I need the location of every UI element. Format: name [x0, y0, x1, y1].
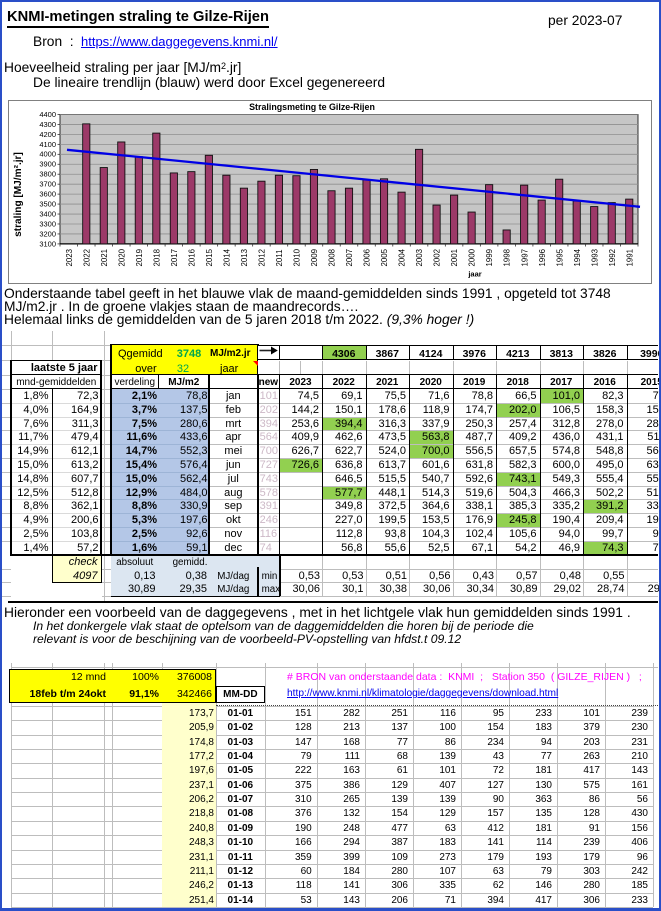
svg-text:4400: 4400: [39, 110, 56, 119]
svg-text:2023: 2023: [65, 248, 74, 266]
svg-text:2017: 2017: [170, 249, 179, 267]
svg-text:2021: 2021: [100, 249, 109, 267]
svg-text:1998: 1998: [503, 248, 512, 266]
svg-text:3700: 3700: [39, 180, 56, 189]
svg-text:2018: 2018: [152, 248, 161, 266]
svg-text:2004: 2004: [398, 248, 407, 266]
svg-text:straling [MJ/m².jr]: straling [MJ/m².jr]: [13, 152, 24, 237]
svg-text:2020: 2020: [117, 248, 126, 266]
svg-text:4300: 4300: [39, 120, 56, 129]
svg-text:1991: 1991: [625, 249, 634, 267]
svg-text:3400: 3400: [39, 209, 56, 218]
svg-text:1992: 1992: [608, 249, 617, 267]
svg-text:3900: 3900: [39, 160, 56, 169]
svg-text:1994: 1994: [573, 248, 582, 266]
svg-text:2006: 2006: [363, 248, 372, 266]
svg-text:3800: 3800: [39, 170, 56, 179]
svg-text:2003: 2003: [415, 248, 424, 266]
svg-text:2000: 2000: [468, 248, 477, 266]
svg-text:3600: 3600: [39, 190, 56, 199]
svg-text:2009: 2009: [310, 248, 319, 266]
svg-text:4100: 4100: [39, 140, 56, 149]
svg-text:2001: 2001: [450, 249, 459, 267]
svg-text:2005: 2005: [380, 248, 389, 266]
svg-text:jaar: jaar: [467, 270, 481, 279]
svg-text:2008: 2008: [328, 248, 337, 266]
svg-text:4000: 4000: [39, 150, 56, 159]
svg-text:1993: 1993: [590, 248, 599, 266]
svg-text:2011: 2011: [275, 250, 284, 267]
svg-text:2002: 2002: [433, 249, 442, 267]
svg-text:4200: 4200: [39, 130, 56, 139]
svg-text:1999: 1999: [485, 248, 494, 266]
svg-text:Stralingsmeting te Gilze-Rijen: Stralingsmeting te Gilze-Rijen: [249, 102, 375, 112]
svg-text:2013: 2013: [240, 248, 249, 266]
svg-text:3300: 3300: [39, 219, 56, 228]
svg-text:1997: 1997: [520, 249, 529, 267]
svg-text:1995: 1995: [555, 248, 564, 266]
svg-text:3500: 3500: [39, 199, 56, 208]
svg-text:1996: 1996: [538, 248, 547, 266]
svg-text:2019: 2019: [135, 248, 144, 266]
svg-text:2015: 2015: [205, 248, 214, 266]
svg-text:2010: 2010: [293, 248, 302, 266]
svg-text:2012: 2012: [258, 249, 267, 267]
svg-text:2022: 2022: [82, 249, 91, 267]
svg-text:2007: 2007: [345, 249, 354, 267]
svg-text:3100: 3100: [39, 239, 56, 248]
svg-text:3200: 3200: [39, 229, 56, 238]
svg-text:2014: 2014: [222, 248, 231, 266]
svg-text:2016: 2016: [187, 248, 196, 266]
